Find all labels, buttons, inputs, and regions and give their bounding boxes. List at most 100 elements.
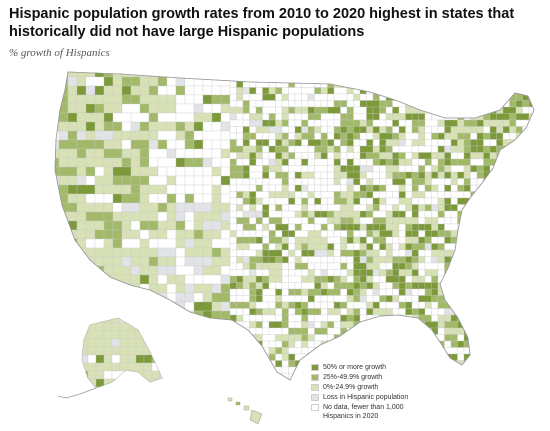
county-cell — [418, 113, 426, 121]
county-cell — [379, 152, 387, 160]
county-cell — [489, 321, 497, 329]
county-cell — [385, 145, 393, 153]
county-cell — [470, 340, 478, 348]
county-cell — [151, 338, 162, 348]
county-cell — [275, 158, 283, 166]
county-cell — [385, 217, 393, 225]
county-cell — [536, 244, 543, 251]
county-cell — [359, 191, 367, 199]
county-cell — [94, 220, 105, 231]
county-cell — [463, 288, 471, 296]
county-cell — [385, 288, 393, 296]
county-cell — [139, 184, 150, 195]
county-cell — [55, 274, 60, 285]
county-cell — [314, 210, 322, 218]
county-cell — [398, 282, 406, 290]
county-cell — [359, 308, 367, 316]
county-cell — [463, 126, 471, 134]
county-cell — [76, 301, 87, 312]
county-cell — [359, 126, 367, 134]
county-cell — [437, 373, 445, 380]
county-cell — [184, 139, 195, 150]
county-cell — [398, 353, 406, 361]
county-cell — [193, 238, 213, 249]
county-cell — [536, 237, 543, 244]
county-cell — [372, 301, 380, 309]
county-cell — [211, 184, 222, 195]
county-cell — [392, 158, 400, 166]
county-cell — [211, 103, 222, 114]
county-cell — [119, 318, 137, 324]
county-cell — [288, 321, 296, 329]
county-cell — [151, 318, 161, 324]
county-cell — [476, 204, 491, 212]
county-cell — [509, 321, 517, 329]
county-cell — [450, 295, 458, 303]
county-cell — [262, 158, 270, 166]
county-cell — [262, 100, 276, 108]
county-cell — [489, 340, 504, 348]
county-cell — [418, 223, 426, 231]
county-cell — [353, 139, 361, 147]
county-cell — [340, 314, 348, 322]
county-cell — [366, 288, 374, 296]
county-cell — [327, 158, 335, 166]
county-cell — [148, 103, 159, 114]
county-cell — [220, 373, 231, 380]
county-cell — [536, 315, 543, 322]
county-cell — [288, 230, 296, 238]
county-cell — [431, 132, 439, 140]
county-cell — [281, 132, 289, 140]
county-cell — [307, 197, 315, 205]
county-cell — [242, 256, 250, 264]
county-cell — [528, 165, 534, 173]
county-cell — [431, 171, 439, 179]
county-cell — [463, 275, 471, 283]
county-cell — [398, 288, 406, 296]
county-cell — [268, 256, 276, 264]
county-cell — [130, 139, 150, 150]
county-cell — [121, 256, 132, 267]
county-cell — [483, 165, 491, 173]
county-cell — [346, 334, 354, 342]
county-cell — [229, 243, 237, 251]
county-cell — [307, 139, 322, 147]
county-cell — [250, 387, 257, 394]
county-cell — [249, 236, 257, 244]
county-cell — [202, 310, 213, 321]
county-cell — [55, 85, 60, 96]
county-cell — [94, 229, 105, 240]
county-cell — [450, 165, 465, 173]
county-cell — [405, 269, 413, 277]
county-cell — [314, 158, 328, 166]
county-cell — [294, 262, 309, 270]
county-cell — [437, 145, 445, 153]
county-cell — [431, 178, 445, 186]
county-cell — [220, 193, 231, 204]
county-cell — [496, 379, 504, 380]
county-cell — [58, 175, 69, 186]
county-cell — [359, 158, 367, 166]
county-cell — [476, 347, 484, 355]
county-cell — [175, 238, 186, 249]
county-cell — [220, 364, 231, 375]
county-cell — [307, 275, 315, 283]
county-cell — [288, 301, 296, 309]
county-cell — [515, 275, 530, 283]
county-cell — [536, 335, 543, 342]
county-cell — [94, 238, 105, 249]
county-cell — [489, 145, 497, 153]
county-cell — [103, 229, 114, 240]
county-cell — [76, 265, 87, 276]
county-cell — [340, 308, 348, 316]
county-cell — [184, 355, 195, 366]
county-cell — [140, 383, 149, 392]
county-cell — [418, 139, 426, 147]
legend-swatch — [311, 404, 319, 411]
county-cell — [366, 74, 374, 82]
county-cell — [327, 204, 341, 212]
county-cell — [202, 175, 213, 186]
county-cell — [463, 100, 478, 108]
county-cell — [476, 321, 484, 329]
county-cell — [55, 202, 60, 213]
